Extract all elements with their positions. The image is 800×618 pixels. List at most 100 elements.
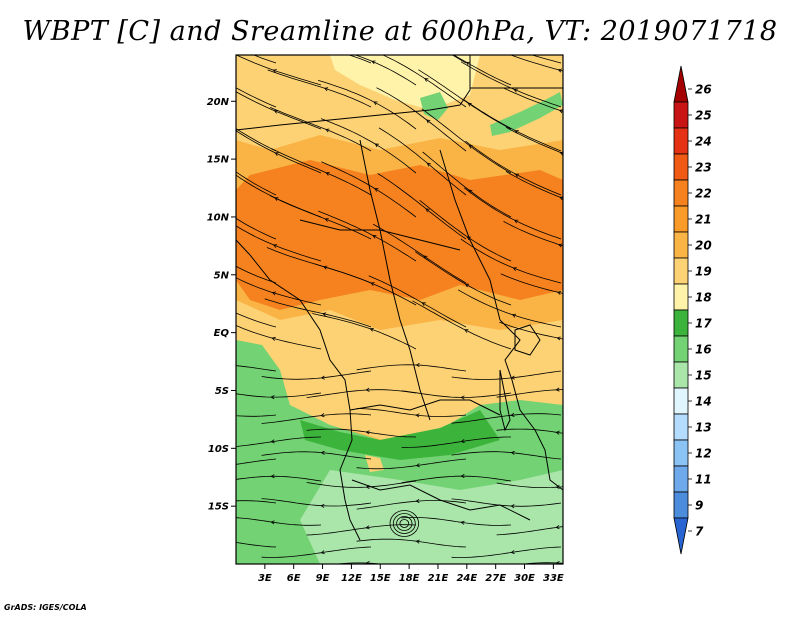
streamline (412, 300, 512, 350)
streamline (356, 364, 467, 372)
streamline (261, 451, 372, 460)
y-tick-label: 5N (214, 270, 230, 281)
streamline-arrow (325, 128, 330, 133)
streamline-arrow (320, 375, 325, 380)
streamline-arrow (512, 267, 517, 271)
streamline-arrow (556, 291, 562, 295)
streamline (401, 517, 512, 526)
streamline-arrow (460, 395, 465, 400)
streamline (378, 127, 467, 196)
colorbar-label: 22 (695, 187, 712, 201)
streamline (269, 195, 372, 240)
streamline-arrow (513, 48, 516, 51)
streamline (356, 458, 467, 470)
streamline-arrow (511, 313, 517, 318)
border-south (349, 399, 501, 416)
streamline (496, 482, 563, 488)
colorbar-swatch (673, 413, 689, 441)
streamline (236, 500, 277, 504)
x-tick-label: 15E (370, 573, 391, 584)
streamline (451, 370, 562, 380)
streamline (236, 265, 277, 284)
colorbar-swatch (673, 65, 689, 103)
streamline-arrow (372, 235, 377, 239)
streamline (419, 199, 512, 262)
streamline (463, 99, 562, 152)
x-tick-label: 18E (399, 573, 420, 584)
streamline-arrow (514, 173, 520, 178)
streamline (236, 171, 277, 196)
x-axis: 3E 6E 9E 12E 15E 18E 21E 24E 27E 30E 33E (258, 564, 564, 584)
streamline (264, 298, 372, 328)
streamline (451, 451, 562, 460)
colorbar-label: 26 (695, 83, 712, 97)
streamline (368, 275, 467, 328)
streamline (422, 151, 512, 218)
streamline (333, 562, 383, 564)
streamline (451, 546, 562, 558)
plot-frame (235, 54, 564, 565)
streamline (236, 392, 322, 398)
streamline-arrow (271, 336, 276, 341)
colorbar-swatch (673, 517, 689, 555)
streamline (530, 55, 562, 64)
streamline (414, 251, 512, 306)
streamline (496, 428, 563, 434)
streamline (503, 221, 563, 247)
streamline (465, 140, 562, 196)
streamline-arrow (555, 561, 560, 564)
streamline-arrow (466, 236, 471, 241)
streamline-arrow (557, 68, 562, 73)
streamline-arrow (272, 244, 278, 248)
streamline-arrow (555, 387, 560, 392)
streamline-arrow (555, 430, 560, 435)
colorbar-swatch (673, 387, 689, 415)
streamline-arrow (369, 327, 374, 332)
streamline-arrow (365, 430, 370, 435)
streamline (236, 130, 322, 174)
y-tick-label: EQ (214, 328, 230, 339)
colorbar-label: 19 (695, 265, 712, 279)
streamline (236, 128, 277, 152)
y-tick-label: 5S (215, 386, 229, 397)
colorbar-swatch (673, 101, 689, 129)
streamline-arrow (270, 474, 275, 479)
streamline (347, 55, 372, 64)
streamline (317, 80, 417, 130)
colorbar-label: 18 (695, 291, 712, 305)
streamline (500, 273, 563, 294)
streamline (261, 413, 372, 424)
streamline (236, 55, 322, 86)
streamline-arrow (271, 291, 277, 296)
x-tick-label: 24E (456, 573, 477, 584)
streamline-arrow (226, 540, 229, 543)
streamline (376, 87, 467, 152)
streamline (236, 277, 322, 306)
x-tick-label: 30E (514, 573, 535, 584)
streamline-arrow (460, 439, 465, 444)
streamline-arrow (460, 474, 465, 479)
colorbar-label: 11 (695, 473, 712, 487)
streamline-arrow (320, 413, 325, 418)
streamline-arrow (460, 520, 465, 525)
streamline-arrow (324, 218, 329, 222)
streamline (261, 546, 372, 558)
streamline-arrow (513, 219, 519, 224)
x-tick-label: 21E (428, 573, 449, 584)
streamline-arrow (464, 283, 470, 288)
streamline (312, 313, 417, 350)
colorbar-label: 20 (695, 239, 712, 253)
streamline-arrow (426, 119, 431, 124)
streamline (451, 413, 562, 424)
streamline-arrow (365, 387, 370, 392)
streamline (356, 538, 467, 548)
x-tick-label: 9E (316, 573, 330, 584)
streamline-arrow (274, 152, 279, 156)
field-green-northeast-patch (490, 92, 563, 136)
streamline (496, 389, 563, 398)
colorbar-label: 21 (695, 213, 712, 227)
x-tick-label: 3E (258, 573, 272, 584)
border-mid (299, 219, 461, 251)
streamline-arrow (231, 85, 235, 88)
